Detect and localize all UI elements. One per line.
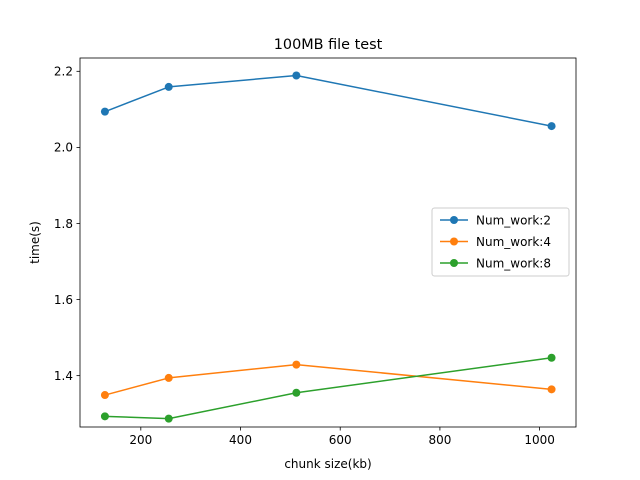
legend-label: Num_work:2 [476, 213, 551, 227]
data-point [547, 385, 556, 394]
y-tick-label: 1.4 [54, 369, 73, 383]
x-tick-label: 600 [329, 433, 352, 447]
x-tick-label: 400 [229, 433, 252, 447]
series-line [104, 363, 552, 396]
y-tick-label: 1.8 [54, 217, 73, 231]
chart-title: 100MB file test [274, 37, 383, 53]
data-point [100, 107, 109, 116]
legend-marker [450, 237, 458, 246]
y-tick-label: 2.2 [54, 65, 73, 79]
legend-label: Num_work:8 [476, 256, 551, 270]
data-point [292, 71, 301, 80]
series-3 [100, 353, 556, 423]
y-axis-label: time(s) [28, 221, 42, 264]
data-point [164, 82, 173, 91]
axis-ticks: 200 400 600 800 1000 1.4 1.6 1.8 2.0 2.2 [54, 65, 555, 447]
plot-area [100, 71, 556, 423]
data-point [292, 388, 301, 397]
x-tick-label: 200 [129, 433, 152, 447]
series-line [104, 357, 552, 420]
data-point [164, 414, 173, 423]
legend-marker [450, 259, 458, 267]
data-point [547, 122, 556, 131]
axes-frame [79, 57, 577, 428]
data-point [292, 360, 301, 369]
data-point [164, 373, 173, 382]
x-axis-label: chunk size(kb) [284, 457, 371, 471]
legend-box [431, 207, 570, 277]
y-tick-label: 2.0 [54, 141, 73, 155]
x-tick-label: 1000 [524, 433, 555, 447]
legend-label: Num_work:4 [476, 235, 551, 249]
series-line [104, 74, 552, 127]
x-tick-label: 800 [428, 433, 451, 447]
series-2 [100, 360, 556, 400]
legend: Num_work:2 Num_work:4 Num_work:8 [431, 207, 570, 277]
data-point [547, 353, 556, 362]
series-1 [100, 71, 556, 131]
y-tick-label: 1.6 [54, 293, 73, 307]
data-point [100, 391, 109, 400]
legend-marker [450, 216, 458, 224]
data-point [100, 412, 109, 421]
